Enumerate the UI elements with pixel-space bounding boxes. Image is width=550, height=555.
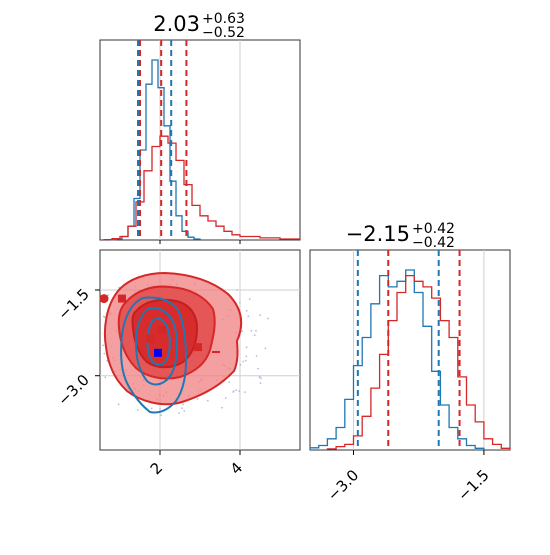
scatter-point [107, 294, 109, 296]
blue-contours [120, 296, 188, 414]
param2-title-minus: −0.42 [412, 235, 455, 251]
scatter-point [103, 352, 106, 355]
scatter-point [244, 359, 247, 362]
scatter-point [181, 407, 183, 410]
scatter-point [242, 360, 245, 363]
red-contours [103, 271, 243, 406]
histogram-series-red [326, 274, 511, 450]
marker-point [118, 294, 126, 303]
scatter-point [247, 315, 250, 318]
scatter-point [104, 376, 107, 379]
scatter-point [235, 389, 238, 392]
histogram-series-blue [309, 269, 485, 450]
x-tick-label: −3.0 [324, 466, 362, 504]
histogram-panel-param1: 2.03 +0.63 −0.52 [99, 11, 301, 241]
scatter-point [159, 408, 161, 410]
marker-point [154, 348, 162, 357]
scatter-point [196, 398, 199, 400]
scatter-point [103, 315, 105, 318]
scatter-point [150, 407, 153, 410]
scatter-point [245, 346, 248, 349]
contour-panel [99, 249, 301, 451]
y-tick-label: −1.5 [54, 285, 92, 323]
histogram-panel-param2: −2.15 +0.42 −0.42 [309, 221, 511, 451]
scatter-point [253, 334, 256, 337]
x-tick-label: 2 [147, 459, 166, 478]
scatter-point [259, 314, 262, 316]
scatter-point [259, 382, 262, 385]
scatter-point [232, 390, 235, 392]
scatter-point [236, 289, 239, 291]
scatter-point [260, 377, 262, 380]
scatter-point [255, 329, 257, 332]
scatter-point [257, 367, 259, 370]
scatter-point [248, 298, 251, 300]
param1-title-value: 2.03 [153, 12, 200, 36]
scatter-point [102, 344, 104, 347]
x-tick-label: 4 [227, 459, 246, 478]
x-tick-label: −1.5 [454, 466, 492, 504]
scatter-point [183, 410, 186, 412]
scatter-point [264, 347, 267, 350]
marker-point [99, 294, 109, 304]
param1-title-plus: +0.63 [202, 11, 245, 27]
param2-title-value: −2.15 [346, 222, 410, 246]
marker-point [146, 334, 154, 343]
scatter-point [228, 381, 231, 383]
y-tick-label: −3.0 [54, 371, 92, 409]
marker-point [158, 326, 166, 334]
scatter-point [245, 355, 248, 358]
scatter-point [239, 301, 241, 304]
scatter-point [250, 329, 253, 332]
marker-point [194, 343, 202, 352]
scatter-point [239, 364, 242, 366]
param1-title-minus: −0.52 [202, 25, 245, 41]
scatter-point [117, 403, 120, 406]
scatter-point [259, 375, 261, 378]
scatter-point [244, 391, 246, 393]
scatter-point [241, 330, 244, 332]
blue-contour-middle [134, 307, 178, 386]
histogram-panel-frame [99, 39, 301, 241]
scatter-point [206, 399, 209, 402]
scatter-point [267, 317, 269, 320]
contour-panel-frame [99, 249, 301, 451]
scatter-point [160, 414, 163, 417]
scatter-point [245, 309, 248, 312]
scatter-point [224, 397, 227, 399]
scatter-point [178, 412, 181, 414]
blue-contour-inner [146, 317, 171, 366]
scatter-point [221, 406, 223, 409]
param2-title-plus: +0.42 [412, 221, 455, 237]
blue-contour-outer [120, 296, 188, 414]
scatter-point [238, 390, 241, 393]
histogram-panel-frame [309, 249, 511, 451]
scatter-point [182, 403, 184, 406]
histogram-series-red [103, 135, 301, 241]
scatter-point [136, 409, 139, 411]
scatter-point [255, 355, 258, 357]
